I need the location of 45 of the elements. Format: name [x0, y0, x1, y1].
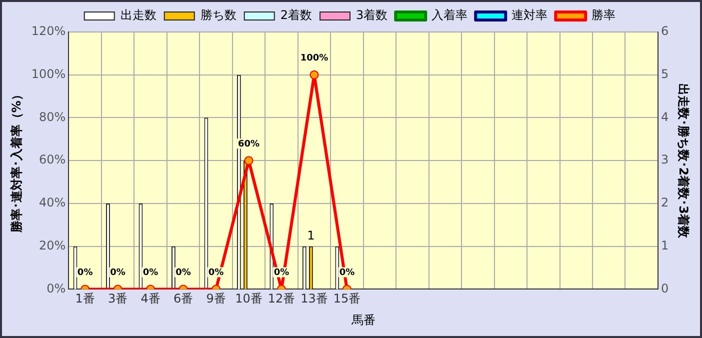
- y-axis-title: 勝率･連対率･入着率（%）: [9, 88, 24, 234]
- data-label: 1: [307, 228, 315, 242]
- data-label: 0%: [208, 268, 224, 278]
- data-label: 0%: [274, 268, 290, 278]
- y2-tick-label: 3: [660, 152, 669, 167]
- x-tick-label: 1番: [75, 292, 95, 306]
- x-tick-label: 9番: [206, 292, 226, 306]
- data-label: 0%: [176, 268, 191, 278]
- y-tick-label: 80%: [39, 110, 66, 124]
- legend-label: 勝率: [592, 8, 616, 22]
- data-label: 0%: [339, 268, 355, 278]
- legend-label: 3着数: [356, 8, 388, 22]
- y2-tick-label: 6: [660, 24, 669, 38]
- x-tick-label: 10番: [235, 292, 262, 306]
- x-tick-label: 15番: [333, 292, 361, 306]
- y2-axis-title: 出走数･勝ち数･2着数･3着数: [676, 83, 691, 239]
- y-tick-label: 20%: [39, 238, 66, 252]
- x-tick-label: 12番: [268, 292, 296, 306]
- legend-label: 連対率: [512, 8, 548, 22]
- x-tick-label: 6番: [173, 292, 194, 306]
- x-tick-label: 4番: [140, 292, 160, 306]
- y-tick-label: 60%: [39, 152, 66, 167]
- data-label: 60%: [238, 139, 260, 150]
- point: [310, 70, 319, 80]
- x-tick-label: 3番: [108, 292, 128, 306]
- y2-tick-label: 2: [660, 196, 669, 210]
- data-label: 0%: [110, 268, 126, 278]
- y2-tick-label: 0: [660, 281, 669, 296]
- legend-label: 勝ち数: [200, 8, 236, 22]
- y2-tick-label: 4: [660, 110, 669, 124]
- y-tick-label: 100%: [31, 66, 66, 81]
- y-tick-label: 0%: [46, 281, 66, 296]
- legend-label: 出走数: [120, 8, 156, 22]
- x-axis-title: 馬番: [350, 312, 376, 327]
- x-tick-label: 13番: [300, 292, 328, 306]
- y2-tick-label: 5: [660, 66, 669, 81]
- data-label: 0%: [77, 268, 93, 278]
- data-label: 0%: [142, 268, 158, 278]
- legend-label: 2着数: [280, 8, 312, 22]
- point: [244, 156, 254, 166]
- y2-tick-label: 1: [660, 238, 669, 252]
- legend-label: 入着率: [432, 8, 468, 22]
- y-tick-label: 40%: [39, 196, 66, 210]
- y-tick-label: 120%: [31, 24, 66, 38]
- data-label: 100%: [300, 54, 328, 64]
